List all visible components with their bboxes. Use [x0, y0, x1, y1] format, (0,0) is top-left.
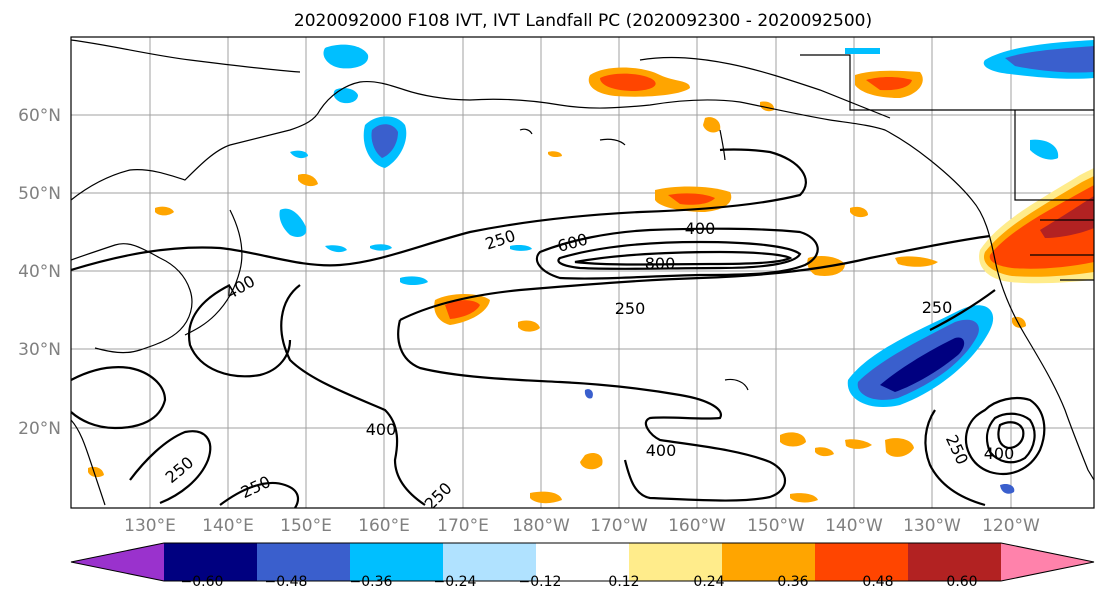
colorbar-tick-label: 0.60	[946, 574, 977, 590]
contour-label: 250	[615, 299, 646, 318]
colorbar-tick-label: 0.48	[862, 574, 893, 590]
colorbar-segment	[536, 543, 630, 581]
longitude-labels: 130°E 140°E 150°E 160°E 170°E 180°W 170°…	[124, 516, 1040, 536]
colorbar-tick-label: −0.48	[265, 574, 308, 590]
map-frame	[70, 36, 1095, 509]
lon-label: 170°E	[437, 516, 489, 536]
lon-label: 160°E	[358, 516, 410, 536]
colorbar-tick-label: −0.24	[434, 574, 477, 590]
lon-label: 160°W	[668, 516, 726, 536]
lon-label: 180°W	[512, 516, 570, 536]
colorbar-tick-labels: −0.60 −0.48 −0.36 −0.24 −0.12 0.12 0.24 …	[181, 574, 978, 590]
lon-label: 150°E	[280, 516, 332, 536]
map-panel: 250 600 400 800 250 400 250 400 250 250 …	[71, 37, 1094, 508]
lon-label: 120°W	[982, 516, 1040, 536]
colorbar-tick-label: −0.36	[350, 574, 393, 590]
lat-label: 30°N	[18, 340, 61, 360]
negative-pc-patches	[279, 40, 1094, 494]
lon-label: 150°W	[747, 516, 805, 536]
ivt-contours	[71, 148, 1046, 508]
colorbar-segment	[350, 543, 444, 581]
contour-label: 400	[685, 219, 716, 238]
contour-label: 800	[645, 254, 676, 273]
lon-label: 140°E	[202, 516, 254, 536]
lon-label: 130°E	[124, 516, 176, 536]
coastlines	[71, 39, 1094, 506]
lat-label: 50°N	[18, 184, 61, 204]
colorbar	[70, 542, 1095, 582]
lon-label: 170°W	[590, 516, 648, 536]
map-title: 2020092000 F108 IVT, IVT Landfall PC (20…	[294, 11, 872, 31]
contour-label: 250	[922, 298, 953, 317]
colorbar-extend-low	[71, 543, 164, 581]
colorbar-tick-label: 0.36	[777, 574, 808, 590]
colorbar-segment	[164, 543, 258, 581]
lat-label: 40°N	[18, 262, 61, 282]
colorbar-tick-label: 0.12	[608, 574, 639, 590]
colorbar-segment	[815, 543, 909, 581]
lat-label: 60°N	[18, 106, 61, 126]
lon-label: 140°W	[825, 516, 883, 536]
contour-label: 400	[984, 444, 1015, 463]
contour-label: 400	[366, 420, 397, 439]
colorbar-segment	[722, 543, 816, 581]
colorbar-segment	[443, 543, 537, 581]
colorbar-tick-label: −0.60	[181, 574, 224, 590]
latitude-labels: 60°N 50°N 40°N 30°N 20°N	[18, 106, 61, 439]
colorbar-extend-high	[1001, 543, 1094, 581]
lon-label: 130°W	[903, 516, 961, 536]
colorbar-outline	[70, 542, 1095, 582]
colorbar-segment	[257, 543, 351, 581]
gridlines	[71, 37, 1094, 508]
colorbar-tick-label: −0.12	[519, 574, 562, 590]
colorbar-segment	[629, 543, 723, 581]
contour-label: 400	[646, 441, 677, 460]
colorbar-segment	[908, 543, 1002, 581]
colorbar-tick-label: 0.24	[693, 574, 724, 590]
lat-label: 20°N	[18, 419, 61, 439]
